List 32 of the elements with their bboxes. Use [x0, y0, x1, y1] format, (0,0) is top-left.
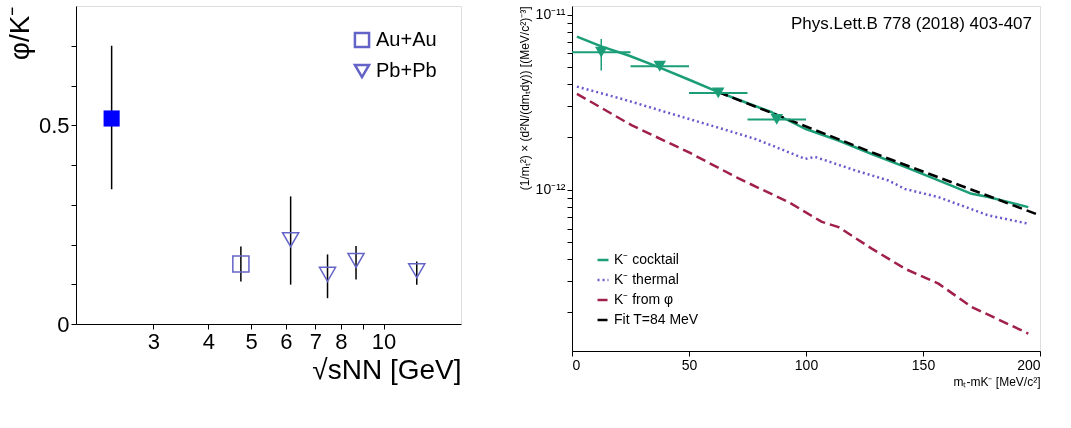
x-tick-label: 8: [335, 328, 348, 354]
legend-label: Pb+Pb: [376, 59, 437, 81]
legend-label: Au+Au: [376, 28, 437, 50]
x-axis-title: mₜ-mK⁻ [MeV/c²]: [953, 374, 1041, 389]
annotation: Phys.Lett.B 778 (2018) 403-407: [791, 14, 1032, 33]
x-axis-title: √sNN [GeV]: [312, 353, 462, 385]
legend-label: Fit T=84 MeV: [614, 311, 699, 327]
line-series: [575, 85, 1030, 225]
y-axis-title: (1/mₜ²) × (d²N/(dmₜdy)) [(MeV/c²)⁻³]: [517, 6, 532, 191]
x-tick-label: 0: [572, 356, 581, 373]
x-tick-label: 50: [681, 356, 698, 373]
x-tick-label: 4: [202, 328, 216, 354]
x-tick-label: 200: [1017, 356, 1041, 373]
point: [595, 46, 608, 58]
y-tick-label: 10⁻¹¹: [535, 6, 566, 23]
x-tick-label: 6: [280, 328, 293, 354]
x-tick-label: 3: [147, 328, 161, 354]
line-series: [575, 92, 1030, 335]
point: [770, 114, 783, 125]
x-tick-label: 10: [371, 328, 397, 354]
x-tick-label: 5: [245, 328, 258, 354]
legend-label: K⁻ from φ: [614, 291, 674, 307]
y-axis-title: φ/K⁻: [3, 6, 35, 61]
y-tick-label: 10⁻¹²: [535, 181, 566, 198]
x-tick-label: 150: [911, 356, 936, 373]
legend-label: K⁻ cocktail: [614, 251, 679, 267]
point: [653, 60, 666, 72]
x-tick-label: 7: [309, 328, 322, 354]
x-tick-label: 100: [794, 356, 819, 373]
legend-label: K⁻ thermal: [614, 271, 679, 287]
y-tick-label: 0.5: [38, 112, 70, 138]
point: [712, 87, 725, 99]
